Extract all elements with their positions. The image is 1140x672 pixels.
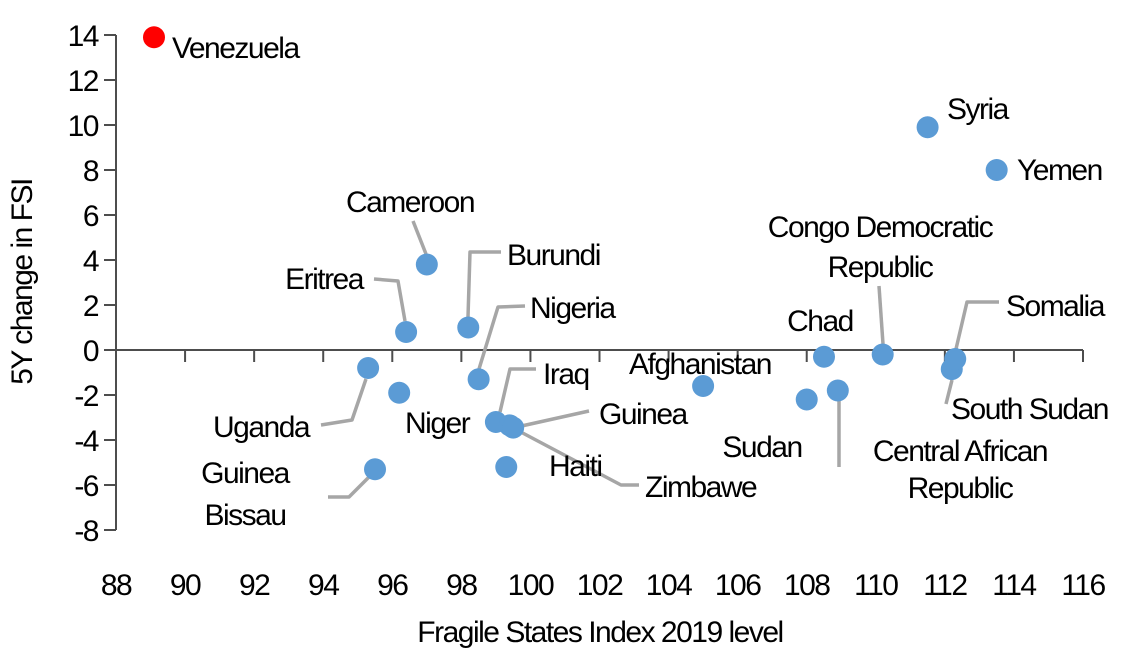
- y-tick-label: -8: [74, 515, 98, 548]
- data-point-guinea-bissau: [364, 458, 387, 481]
- data-point-nigeria: [467, 368, 490, 391]
- y-tick-label: -4: [74, 425, 98, 458]
- country-label-guinea-bissau: Guinea: [201, 457, 291, 490]
- data-point-venezuela: [142, 26, 165, 49]
- x-tick-label: 88: [101, 569, 132, 602]
- x-axis-title: Fragile States Index 2019 level: [417, 616, 782, 649]
- data-point-uganda: [357, 357, 380, 379]
- country-label-yemen: Yemen: [1017, 154, 1102, 187]
- data-point-zimbawe: [502, 416, 525, 439]
- leader-line-south-sudan: [944, 379, 954, 405]
- country-label-burundi: Burundi: [507, 239, 600, 272]
- country-label-eritrea: Eritrea: [285, 263, 365, 296]
- leader-line-guinea: [516, 409, 590, 429]
- y-tick-label: 14: [68, 20, 99, 53]
- country-label-chad: Chad: [787, 305, 853, 338]
- country-label-haiti: Haiti: [549, 450, 602, 483]
- leader-line-somalia: [954, 300, 999, 350]
- y-tick-label: 4: [83, 245, 99, 278]
- y-tick-label: -6: [74, 470, 98, 503]
- leader-line-nigeria: [477, 304, 526, 370]
- country-label-uganda: Uganda: [213, 411, 311, 444]
- country-label-sudan: Sudan: [722, 431, 801, 464]
- x-tick-label: 100: [508, 569, 554, 602]
- y-tick-label: 2: [83, 290, 99, 323]
- data-point-somalia: [944, 348, 967, 370]
- country-label-afghanistan: Afghanistan: [629, 348, 771, 381]
- y-axis-title: 5Y change in FSI: [6, 179, 39, 385]
- country-label-congo-democratic-republic: Congo Democratic: [768, 211, 994, 244]
- y-tick-label: -2: [74, 380, 98, 413]
- x-tick-label: 96: [377, 569, 408, 602]
- country-label-guinea-bissau: Bissau: [204, 499, 285, 532]
- data-point-yemen: [985, 159, 1008, 181]
- y-tick-label: 6: [83, 200, 99, 233]
- y-tick-label: 10: [68, 110, 99, 143]
- x-tick-label: 106: [715, 569, 761, 602]
- x-tick-label: 114: [992, 569, 1036, 602]
- x-tick-label: 110: [854, 569, 898, 602]
- data-point-burundi: [457, 316, 480, 339]
- data-point-niger: [388, 381, 411, 404]
- x-tick-label: 108: [784, 569, 830, 602]
- leader-line-uganda: [320, 378, 368, 427]
- data-point-haiti: [495, 456, 518, 478]
- country-label-cameroon: Cameroon: [346, 186, 474, 219]
- data-point-cameroon: [415, 253, 438, 276]
- x-tick-label: 116: [1061, 569, 1105, 602]
- country-label-south-sudan: South Sudan: [951, 393, 1108, 426]
- leader-line-guinea-bissau: [328, 472, 374, 499]
- y-tick-label: 0: [83, 335, 99, 368]
- x-tick-label: 112: [923, 569, 967, 602]
- y-tick-label: 12: [68, 65, 99, 98]
- x-tick-label: 102: [577, 569, 623, 602]
- country-label-central-african-republic: Republic: [908, 472, 1014, 505]
- data-point-central-african-republic: [826, 379, 849, 402]
- leader-line-burundi: [466, 250, 501, 318]
- leader-line-congo-democratic-republic: [877, 285, 885, 345]
- x-tick-label: 92: [239, 569, 270, 602]
- data-point-sudan: [795, 388, 818, 411]
- leader-line-iraq: [498, 367, 536, 413]
- y-tick-label: 8: [83, 155, 99, 188]
- leader-line-cameroon: [411, 220, 428, 255]
- leader-line-zimbawe: [516, 428, 639, 487]
- country-label-syria: Syria: [947, 93, 1010, 126]
- data-point-afghanistan: [692, 375, 715, 397]
- country-label-somalia: Somalia: [1006, 290, 1106, 323]
- country-label-niger: Niger: [405, 407, 471, 440]
- data-point-congo-democratic-republic: [871, 343, 894, 366]
- country-label-iraq: Iraq: [543, 358, 589, 391]
- country-label-venezuela: Venezuela: [172, 32, 300, 65]
- x-tick-label: 94: [308, 569, 339, 602]
- data-point-chad: [812, 345, 835, 368]
- country-label-congo-democratic-republic: Republic: [828, 251, 934, 284]
- x-tick-label: 104: [646, 569, 692, 602]
- data-point-syria: [916, 116, 939, 139]
- leader-line-eritrea: [373, 277, 407, 322]
- country-label-zimbawe: Zimbawe: [645, 471, 757, 504]
- data-point-eritrea: [395, 321, 418, 343]
- x-tick-label: 90: [170, 569, 201, 602]
- country-label-guinea: Guinea: [599, 398, 689, 431]
- x-tick-label: 98: [446, 569, 477, 602]
- country-label-nigeria: Nigeria: [530, 292, 616, 325]
- country-label-central-african-republic: Central African: [873, 435, 1047, 468]
